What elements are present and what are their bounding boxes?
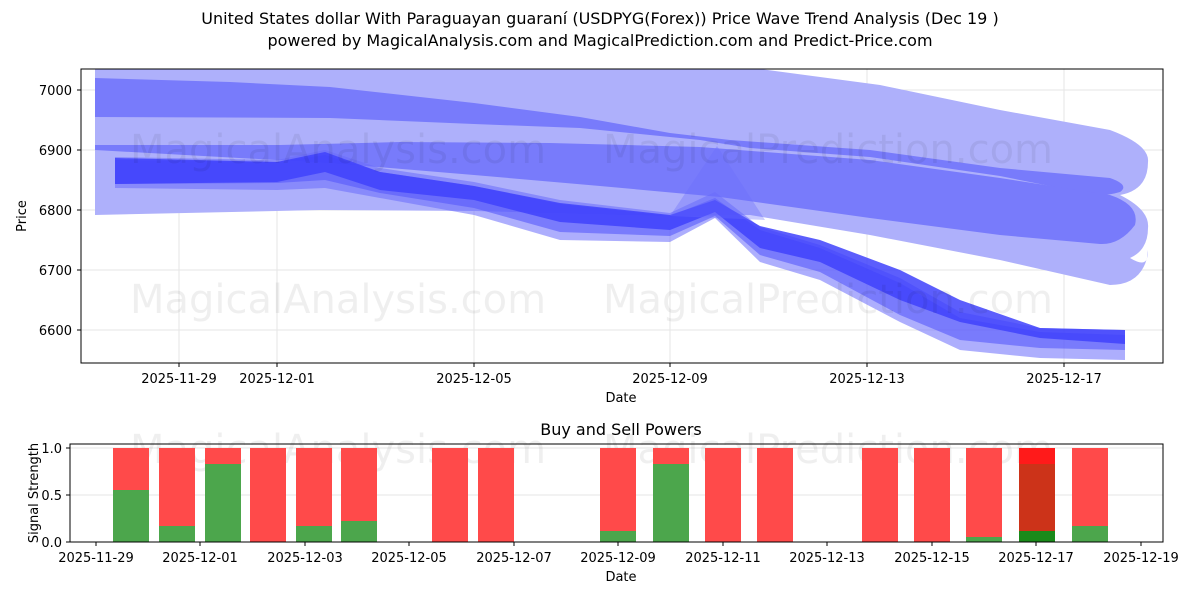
watermark-analysis: MagicalAnalysis.com <box>130 127 546 173</box>
short-term-wave-core <box>115 152 1125 344</box>
x-tick: 2025-12-13 <box>829 372 905 387</box>
x-tick: 2025-12-15 <box>894 551 970 566</box>
sell-bar <box>432 448 468 542</box>
sell-bar <box>914 448 950 542</box>
overlap-bar <box>1019 464 1055 531</box>
price-chart: MagicalAnalysis.com MagicalPrediction.co… <box>15 68 1164 406</box>
y-tick-6700: 6700 <box>39 264 72 279</box>
sell-bar <box>478 448 514 542</box>
peak-fan <box>670 146 765 220</box>
x-tick: 2025-12-01 <box>239 372 315 387</box>
middle-band <box>95 142 1136 245</box>
buy-bar <box>296 526 332 542</box>
x-tick: 2025-11-29 <box>141 372 217 387</box>
chart-title: United States dollar With Paraguayan gua… <box>201 9 999 28</box>
x-tick: 2025-12-07 <box>476 551 552 566</box>
buy-bar <box>1072 526 1108 542</box>
x-tick: 2025-12-05 <box>371 551 447 566</box>
x-tick: 2025-12-17 <box>998 551 1074 566</box>
sell-bar <box>705 448 741 542</box>
x-tick: 2025-12-09 <box>580 551 656 566</box>
y-tick-0-5: 0.5 <box>41 489 62 504</box>
y-tick-6600: 6600 <box>39 324 72 339</box>
x-tick: 2025-12-11 <box>685 551 761 566</box>
buy-bar <box>113 490 149 542</box>
buy-bar <box>341 521 377 542</box>
signal-x-axis-label: Date <box>605 570 636 585</box>
sell-bar <box>600 448 636 531</box>
buy-bar <box>653 464 689 542</box>
signal-chart-title: Buy and Sell Powers <box>540 420 702 439</box>
x-tick: 2025-12-19 <box>1103 551 1179 566</box>
x-tick: 2025-12-05 <box>436 372 512 387</box>
y-tick-6800: 6800 <box>39 204 72 219</box>
watermark-analysis-2: MagicalAnalysis.com <box>130 277 546 323</box>
sell-bar <box>205 448 241 464</box>
sell-bar <box>250 448 286 542</box>
sell-bar <box>1072 448 1108 526</box>
short-term-wave <box>115 150 1125 360</box>
x-tick: 2025-12-03 <box>267 551 343 566</box>
sell-bar <box>862 448 898 542</box>
buy-bar <box>966 537 1002 542</box>
signal-chart: Buy and Sell Powers MagicalAnalysis.com … <box>27 420 1179 585</box>
sell-bar <box>159 448 195 526</box>
sell-bar <box>113 448 149 490</box>
y-tick-6900: 6900 <box>39 144 72 159</box>
x-tick: 2025-12-09 <box>632 372 708 387</box>
sell-bar <box>296 448 332 526</box>
watermark-prediction-2: MagicalPrediction.com <box>603 277 1053 323</box>
y-tick-1: 1.0 <box>41 442 62 457</box>
sell-bar <box>341 448 377 521</box>
upper-band <box>95 78 1124 195</box>
buy-bar <box>205 464 241 542</box>
sell-bar <box>653 448 689 464</box>
signal-y-axis-label: Signal Strength <box>27 443 42 543</box>
x-tick: 2025-12-13 <box>789 551 865 566</box>
x-tick: 2025-12-01 <box>162 551 238 566</box>
x-tick: 2025-11-29 <box>58 551 134 566</box>
y-tick-7000: 7000 <box>39 84 72 99</box>
signal-axes-frame <box>69 443 1164 543</box>
price-axes-frame <box>80 68 1164 364</box>
strong-sell-bar <box>1019 448 1055 464</box>
watermark-analysis-3: MagicalAnalysis.com <box>130 427 546 473</box>
price-y-axis-label: Price <box>15 200 30 232</box>
sell-bar <box>966 448 1002 537</box>
buy-bar <box>159 526 195 542</box>
x-tick: 2025-12-17 <box>1026 372 1102 387</box>
buy-bar <box>600 531 636 542</box>
sell-bar <box>757 448 793 542</box>
chart-subtitle: powered by MagicalAnalysis.com and Magic… <box>267 31 933 50</box>
watermark-prediction: MagicalPrediction.com <box>603 127 1053 173</box>
strong-buy-bar <box>1019 531 1055 542</box>
signal-bars <box>113 448 1108 542</box>
price-x-axis-label: Date <box>605 391 636 406</box>
y-tick-0: 0.0 <box>41 536 62 551</box>
